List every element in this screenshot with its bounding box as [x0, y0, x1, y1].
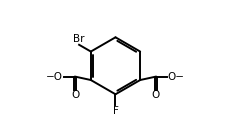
Text: O: O — [71, 90, 79, 100]
Text: Br: Br — [73, 34, 84, 44]
Text: −O: −O — [46, 72, 63, 82]
Text: O−: O− — [168, 72, 185, 82]
Text: F: F — [112, 106, 119, 116]
Text: O: O — [152, 90, 160, 100]
